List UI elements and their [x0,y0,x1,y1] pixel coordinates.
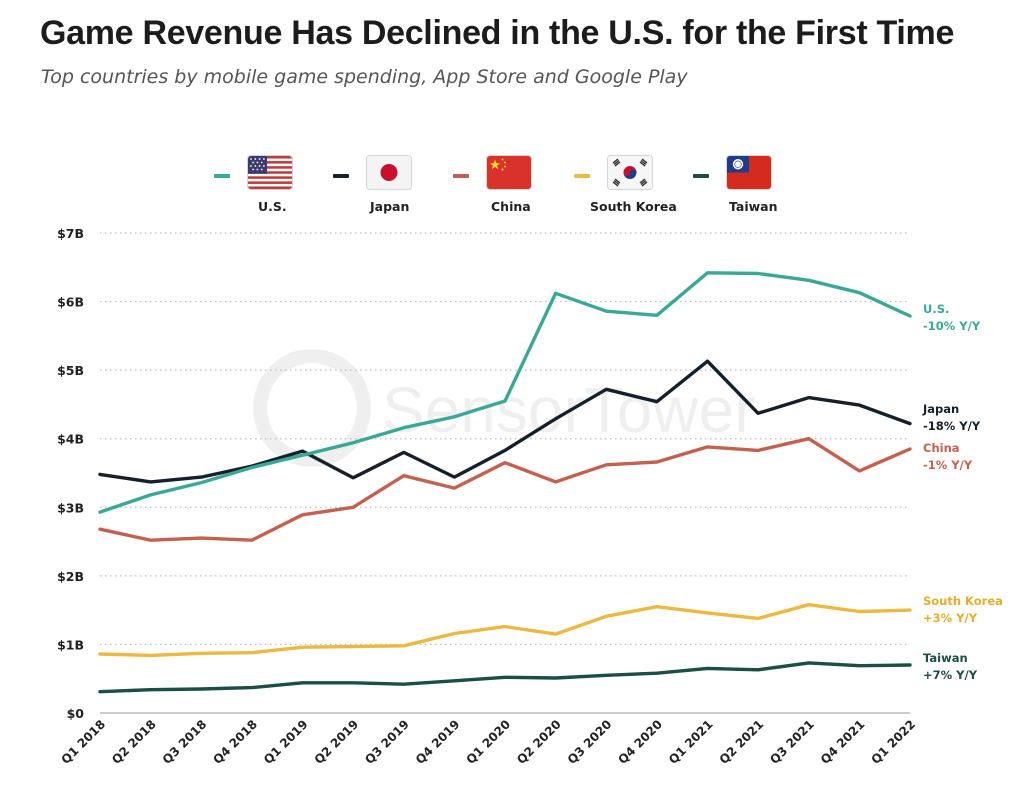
south-korea-flag-icon [608,156,652,189]
japan-flag-icon [367,156,411,189]
series-line-south-korea [98,603,912,658]
x-tick-label: Q4 2018 [210,717,260,767]
legend-label-us: U.S. [258,199,287,214]
chart-title: Game Revenue Has Declined in the U.S. fo… [40,14,955,52]
end-label-change: +3% Y/Y [923,611,978,625]
x-tick-label: Q3 2019 [362,717,412,767]
y-tick-label: $6B [57,295,84,310]
end-label-change: -18% Y/Y [923,419,981,433]
end-label-name: Japan [922,402,959,416]
end-label-change: -10% Y/Y [923,319,981,333]
y-tick-label: $0 [67,706,85,721]
legend-swatch-china [453,174,469,178]
legend-swatch-japan [333,174,349,178]
y-tick-label: $2B [57,569,84,584]
end-label-name: South Korea [923,594,1003,608]
y-tick-label: $1B [57,637,84,652]
watermark-logo: SensorTower [253,349,756,467]
x-tick-label: Q1 2019 [261,717,311,767]
end-label-name: China [923,441,960,455]
legend-label-south-korea: South Korea [590,199,677,214]
x-tick-label: Q2 2020 [514,717,564,767]
y-tick-label: $4B [57,432,84,447]
x-tick-label: Q1 2021 [666,717,716,767]
series-line-japan [98,359,912,484]
x-tick-label: Q4 2021 [818,717,868,767]
y-tick-label: $5B [57,363,84,378]
x-tick-label: Q4 2019 [413,717,463,767]
y-tick-label: $7B [57,226,84,241]
taiwan-flag-icon [727,156,771,189]
x-tick-label: Q1 2020 [464,717,514,767]
y-tick-label: $3B [57,500,84,515]
series-line-china [98,437,912,542]
x-tick-label: Q2 2019 [312,717,362,767]
end-label-change: -1% Y/Y [923,458,973,472]
chart-subtitle: Top countries by mobile game spending, A… [41,66,688,88]
x-tick-label: Q4 2020 [615,717,665,767]
x-tick-label: Q3 2018 [160,717,210,767]
x-tick-label: Q2 2018 [109,717,159,767]
x-tick-label: Q1 2018 [59,717,109,767]
series-line-taiwan [98,661,912,694]
legend-label-china: China [491,199,531,214]
end-label-name: U.S. [923,302,949,316]
x-tick-label: Q3 2021 [767,717,817,767]
x-tick-label: Q2 2021 [717,717,767,767]
legend-swatch-south-korea [574,174,590,178]
china-flag-icon [487,156,531,189]
legend-label-japan: Japan [370,199,410,214]
x-tick-label: Q1 2022 [869,717,919,767]
legend-swatch-us [214,174,230,178]
us-flag-icon [248,156,292,189]
legend-label-taiwan: Taiwan [729,199,778,214]
x-tick-label: Q3 2020 [565,717,615,767]
series-line-u-s- [98,271,912,514]
legend-swatch-taiwan [693,174,709,178]
end-label-change: +7% Y/Y [923,668,978,682]
end-label-name: Taiwan [923,651,968,665]
